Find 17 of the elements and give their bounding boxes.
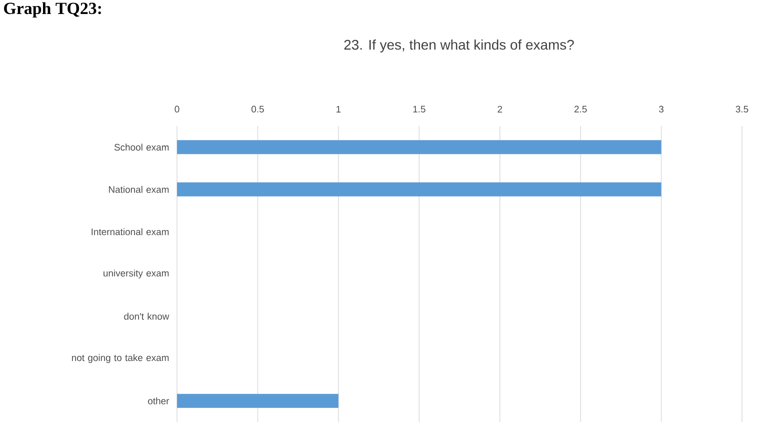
- y-tick-label: School exam: [114, 144, 169, 151]
- x-tick-label: 3: [659, 106, 664, 112]
- x-tick-label: 3.5: [736, 106, 748, 112]
- y-tick-label: university exam: [104, 270, 169, 278]
- x-tick-label: 1: [336, 106, 341, 112]
- x-tick-label: 2: [498, 106, 502, 112]
- x-tick-label: 0: [174, 106, 180, 112]
- text: Graph TQ23:: [4, 2, 101, 18]
- y-tick-label: International exam: [92, 228, 169, 236]
- x-tick-label: 0.5: [252, 106, 264, 112]
- chart-title: 23. If yes, then what kinds of exams?: [344, 39, 574, 52]
- x-tick-label: 2.5: [574, 106, 587, 112]
- y-tick-label: other: [148, 397, 170, 404]
- y-tick-label: National exam: [108, 186, 169, 193]
- y-tick-label: not going to take exam: [72, 354, 169, 363]
- x-tick-label: 1.5: [413, 106, 426, 112]
- y-tick-label: don't know: [124, 312, 170, 320]
